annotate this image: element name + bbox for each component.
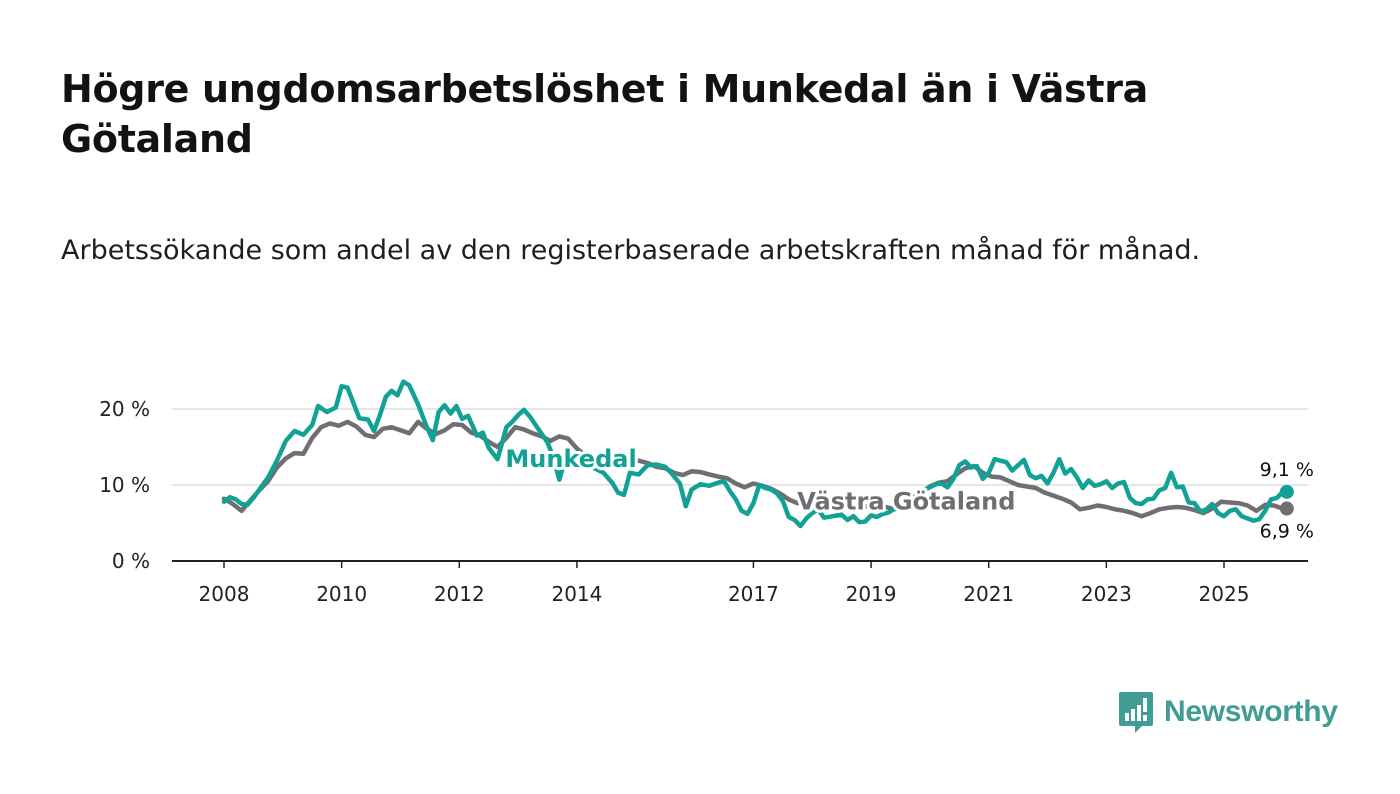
line-chart: 0 % 10 % 20 % 2008 2010 2012 2014 2017 2019 2021…	[99, 379, 1314, 606]
end-value-label: 9,1 %	[1260, 459, 1314, 481]
x-tick-label: 2012	[434, 582, 485, 606]
y-tick-label: 0 %	[112, 549, 150, 573]
series-label-vastra-gotaland: Västra Götaland	[797, 487, 1015, 515]
series-line-munkedal	[221, 379, 1286, 529]
series-label-munkedal: Munkedal	[505, 445, 636, 473]
series-lines	[221, 379, 1286, 529]
x-axis-ticks: 2008 2010 2012 2014 2017 2019 2021 2023 2025	[199, 561, 1250, 606]
x-tick-label: 2019	[846, 582, 897, 606]
x-tick-label: 2021	[963, 582, 1014, 606]
series-labels: 6,9 % 9,1 % Västra Götaland Munkedal	[502, 442, 1314, 543]
end-point-marker	[1279, 501, 1294, 516]
end-value-label: 6,9 %	[1260, 521, 1314, 543]
x-tick-label: 2008	[199, 582, 250, 606]
x-tick-label: 2017	[728, 582, 779, 606]
end-point-marker	[1279, 484, 1294, 499]
chart-title: Högre ungdomsarbetslöshet i Munkedal än …	[61, 67, 1149, 161]
series-line-vstra-gtaland	[221, 419, 1286, 519]
x-tick-label: 2023	[1081, 582, 1132, 606]
y-tick-label: 20 %	[99, 397, 150, 421]
newsworthy-logo-text: Newsworthy	[1164, 695, 1338, 728]
y-tick-label: 10 %	[99, 473, 150, 497]
newsworthy-logo: Newsworthy	[1118, 690, 1338, 734]
y-axis-ticks: 0 % 10 % 20 %	[99, 397, 150, 573]
x-tick-label: 2025	[1199, 582, 1250, 606]
x-tick-label: 2010	[316, 582, 367, 606]
newsworthy-logo-icon	[1119, 692, 1153, 733]
x-tick-label: 2014	[551, 582, 602, 606]
chart-subtitle: Arbetssökande som andel av den registerb…	[61, 235, 1201, 266]
